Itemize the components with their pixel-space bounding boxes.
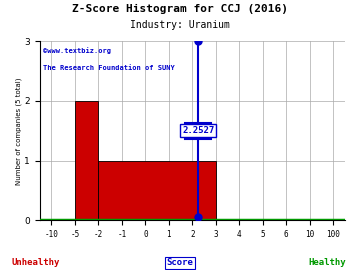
- Y-axis label: Number of companies (5 total): Number of companies (5 total): [15, 77, 22, 184]
- Text: Unhealthy: Unhealthy: [12, 258, 60, 267]
- Text: ©www.textbiz.org: ©www.textbiz.org: [43, 47, 111, 54]
- Text: Industry: Uranium: Industry: Uranium: [130, 20, 230, 30]
- Bar: [98, 161, 216, 220]
- Text: Z-Score Histogram for CCJ (2016): Z-Score Histogram for CCJ (2016): [72, 4, 288, 14]
- Text: 2.2527: 2.2527: [182, 126, 215, 135]
- Bar: [75, 101, 98, 220]
- Text: The Research Foundation of SUNY: The Research Foundation of SUNY: [43, 65, 175, 71]
- Text: Score: Score: [167, 258, 193, 267]
- Text: Healthy: Healthy: [309, 258, 346, 267]
